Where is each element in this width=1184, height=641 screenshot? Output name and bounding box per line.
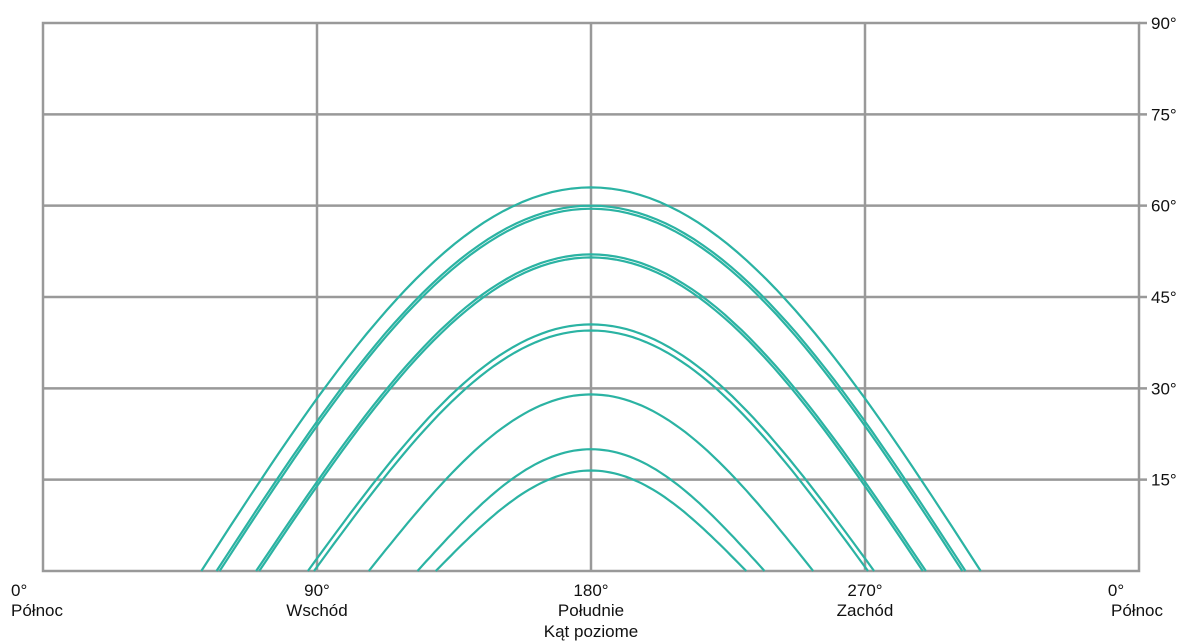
x-tick-caption: Północ (11, 601, 63, 620)
y-tick-label: 15° (1151, 471, 1177, 490)
y-axis-ticks: 15° 30° 45° 60° 75° 90° (1151, 14, 1177, 490)
sun-path-line-7 (313, 329, 869, 572)
sun-path-line-1 (200, 186, 982, 572)
x-tick-label: 0° (11, 581, 27, 600)
x-tick-caption: Zachód (837, 601, 894, 620)
sun-path-line-8 (367, 393, 815, 572)
sun-path-line-3 (218, 207, 964, 572)
sun-path-line-4 (255, 253, 927, 572)
x-tick-caption: Północ (1111, 601, 1163, 620)
sun-path-line-2 (215, 204, 967, 572)
x-tick-caption: Południe (558, 601, 624, 620)
y-tick-label: 60° (1151, 197, 1177, 216)
x-axis-label: Kąt poziome (544, 622, 639, 641)
grid (41, 21, 1147, 573)
y-tick-label: 30° (1151, 379, 1177, 398)
sun-path-curves (200, 186, 982, 572)
y-tick-label: 75° (1151, 105, 1177, 124)
x-tick-caption: Wschód (286, 601, 347, 620)
y-tick-label: 90° (1151, 14, 1177, 33)
sun-path-line-9 (416, 448, 766, 572)
sun-path-line-5 (258, 256, 924, 572)
x-axis-ticks: 0°Północ90°Wschód180°Południe270°Zachód0… (11, 581, 1163, 620)
x-tick-label: 180° (573, 581, 608, 600)
x-tick-label: 270° (847, 581, 882, 600)
y-tick-label: 45° (1151, 288, 1177, 307)
sun-path-line-6 (307, 323, 875, 572)
x-tick-label: 0° (1108, 581, 1124, 600)
x-tick-label: 90° (304, 581, 330, 600)
sun-path-line-10 (434, 469, 748, 572)
